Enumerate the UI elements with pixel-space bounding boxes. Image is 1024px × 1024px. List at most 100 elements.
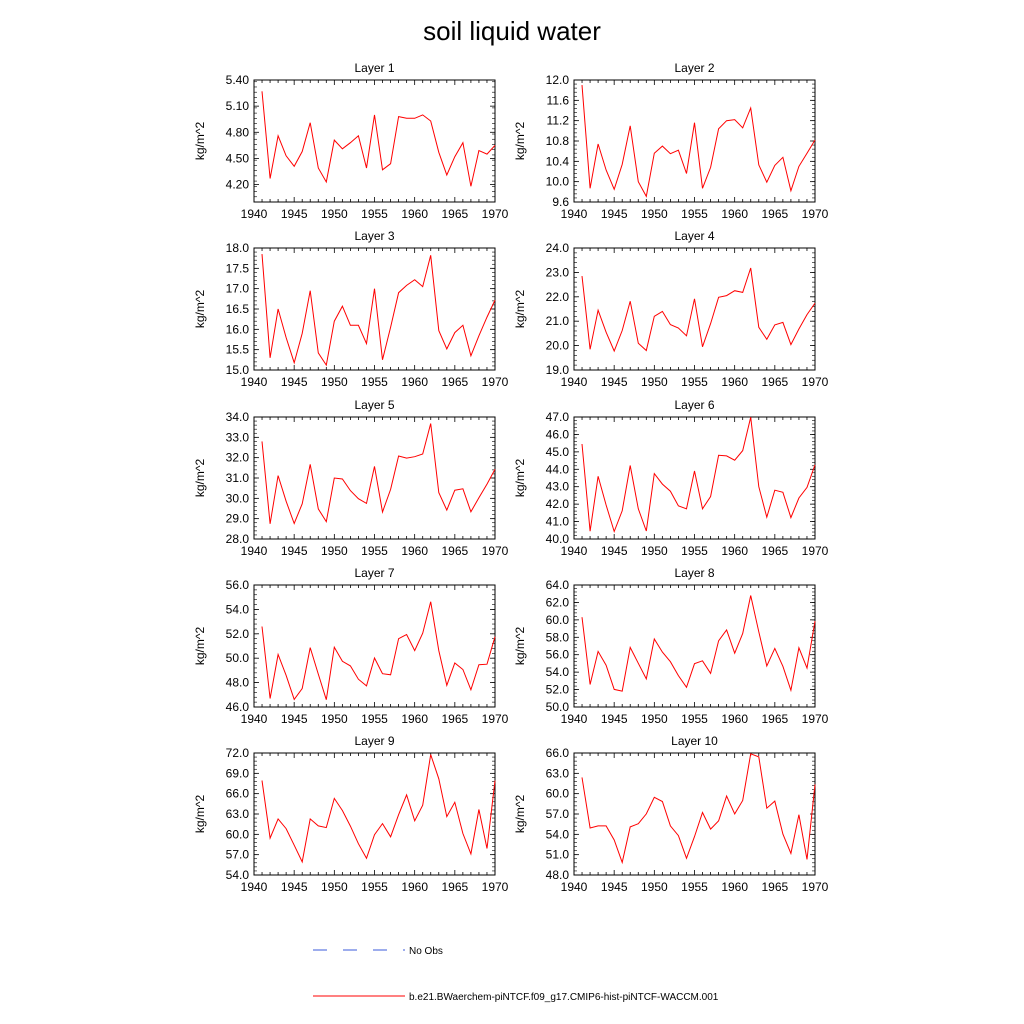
y-tick-label: 18.0 [226, 241, 250, 255]
y-axis-label: kg/m^2 [193, 795, 207, 834]
x-tick-label: 1960 [401, 544, 428, 558]
plot-frame [253, 752, 496, 876]
y-tick-label: 60.0 [546, 787, 570, 801]
series-line-model [261, 601, 496, 701]
y-tick-label: 33.0 [226, 430, 250, 444]
x-tick-label: 1955 [361, 375, 388, 389]
series-line-model [261, 754, 496, 864]
x-tick-label: 1965 [441, 375, 468, 389]
legend: No Obs b.e21.BWaerchem-piNTCF.f09_g17.CM… [313, 946, 719, 1003]
x-tick-label: 1965 [761, 712, 788, 726]
x-tick-label: 1965 [761, 207, 788, 221]
x-tick-label: 1955 [361, 712, 388, 726]
x-tick-label: 1965 [441, 207, 468, 221]
y-tick-label: 69.0 [226, 766, 250, 780]
y-axis-label: kg/m^2 [513, 290, 527, 329]
y-tick-label: 29.0 [226, 512, 250, 526]
y-tick-label: 5.10 [226, 99, 250, 113]
y-tick-label: 23.0 [546, 265, 570, 279]
x-tick-label: 1970 [802, 712, 829, 726]
x-tick-label: 1945 [281, 880, 308, 894]
x-tick-label: 1965 [441, 544, 468, 558]
x-tick-label: 1950 [641, 712, 668, 726]
y-axis-label: kg/m^2 [193, 290, 207, 329]
y-tick-label: 51.0 [546, 848, 570, 862]
x-tick-label: 1970 [802, 207, 829, 221]
x-tick-label: 1945 [601, 712, 628, 726]
y-tick-label: 28.0 [226, 532, 250, 546]
plot-frame [573, 247, 816, 371]
chart-panel-10: Layer 10 kg/m^2 1940 1945 1950 1955 1960 1965 19… [513, 734, 829, 894]
x-tick-label: 1965 [761, 544, 788, 558]
x-tick-label: 1960 [721, 880, 748, 894]
y-tick-label: 32.0 [226, 451, 250, 465]
chart-panel-4: Layer 4 kg/m^2 1940 1945 1950 1955 1960 1965 197… [513, 229, 829, 389]
y-tick-label: 54.0 [546, 665, 570, 679]
plot-frame [573, 752, 816, 876]
y-tick-label: 17.0 [226, 282, 250, 296]
y-tick-label: 72.0 [226, 746, 250, 760]
y-axis-label: kg/m^2 [513, 122, 527, 161]
y-tick-label: 5.40 [226, 73, 250, 87]
y-tick-label: 43.0 [546, 480, 570, 494]
x-tick-label: 1945 [281, 207, 308, 221]
y-tick-label: 11.2 [547, 114, 570, 128]
y-axis-label: kg/m^2 [193, 627, 207, 666]
series-line-model [261, 254, 496, 367]
series-line-model [261, 91, 496, 187]
chart-panel-9: Layer 9 kg/m^2 1940 1945 1950 1955 1960 1965 197… [193, 734, 509, 894]
x-tick-label: 1940 [561, 207, 588, 221]
x-tick-label: 1960 [401, 375, 428, 389]
panel-title: Layer 5 [354, 398, 394, 412]
series-line-model [581, 417, 816, 534]
chart-panel-2: Layer 2 kg/m^2 1940 1945 1950 1955 1960 1965 197… [513, 61, 829, 221]
y-tick-label: 30.0 [226, 491, 250, 505]
x-tick-label: 1955 [361, 544, 388, 558]
y-tick-label: 60.0 [546, 613, 570, 627]
panel-title: Layer 8 [674, 566, 714, 580]
y-tick-label: 54.0 [546, 827, 570, 841]
x-tick-label: 1950 [641, 207, 668, 221]
y-tick-label: 17.5 [226, 261, 250, 275]
x-tick-label: 1950 [321, 375, 348, 389]
x-tick-label: 1955 [681, 544, 708, 558]
x-tick-label: 1945 [281, 375, 308, 389]
x-tick-label: 1955 [681, 880, 708, 894]
x-tick-label: 1965 [441, 880, 468, 894]
x-tick-label: 1960 [721, 712, 748, 726]
y-tick-label: 24.0 [546, 241, 570, 255]
y-tick-label: 56.0 [546, 648, 570, 662]
x-tick-label: 1960 [721, 544, 748, 558]
y-tick-label: 66.0 [546, 746, 570, 760]
x-tick-label: 1945 [281, 712, 308, 726]
y-tick-label: 12.0 [546, 73, 570, 87]
chart-main-title: soil liquid water [423, 16, 601, 46]
x-tick-label: 1970 [802, 544, 829, 558]
x-tick-label: 1955 [361, 880, 388, 894]
x-tick-label: 1955 [361, 207, 388, 221]
chart-panel-6: Layer 6 kg/m^2 1940 1945 1950 1955 1960 1965 197… [513, 398, 829, 558]
x-tick-label: 1955 [681, 712, 708, 726]
x-tick-label: 1950 [321, 207, 348, 221]
x-tick-label: 1960 [401, 712, 428, 726]
y-tick-label: 22.0 [546, 290, 570, 304]
x-tick-label: 1940 [241, 880, 268, 894]
x-tick-label: 1940 [561, 375, 588, 389]
y-tick-label: 63.0 [226, 807, 250, 821]
y-axis-label: kg/m^2 [193, 459, 207, 498]
series-line-model [581, 753, 816, 865]
x-tick-label: 1940 [241, 207, 268, 221]
y-tick-label: 63.0 [546, 766, 570, 780]
y-tick-label: 62.0 [546, 595, 570, 609]
legend-model-label: b.e21.BWaerchem-piNTCF.f09_g17.CMIP6-his… [409, 992, 719, 1003]
plot-frame [573, 584, 816, 708]
y-axis-label: kg/m^2 [513, 627, 527, 666]
x-tick-label: 1950 [321, 544, 348, 558]
y-tick-label: 48.0 [546, 868, 570, 882]
panel-title: Layer 6 [674, 398, 714, 412]
y-tick-label: 52.0 [546, 683, 570, 697]
x-tick-label: 1945 [601, 375, 628, 389]
x-tick-label: 1960 [721, 375, 748, 389]
y-tick-label: 46.0 [226, 700, 250, 714]
y-tick-label: 47.0 [546, 410, 570, 424]
